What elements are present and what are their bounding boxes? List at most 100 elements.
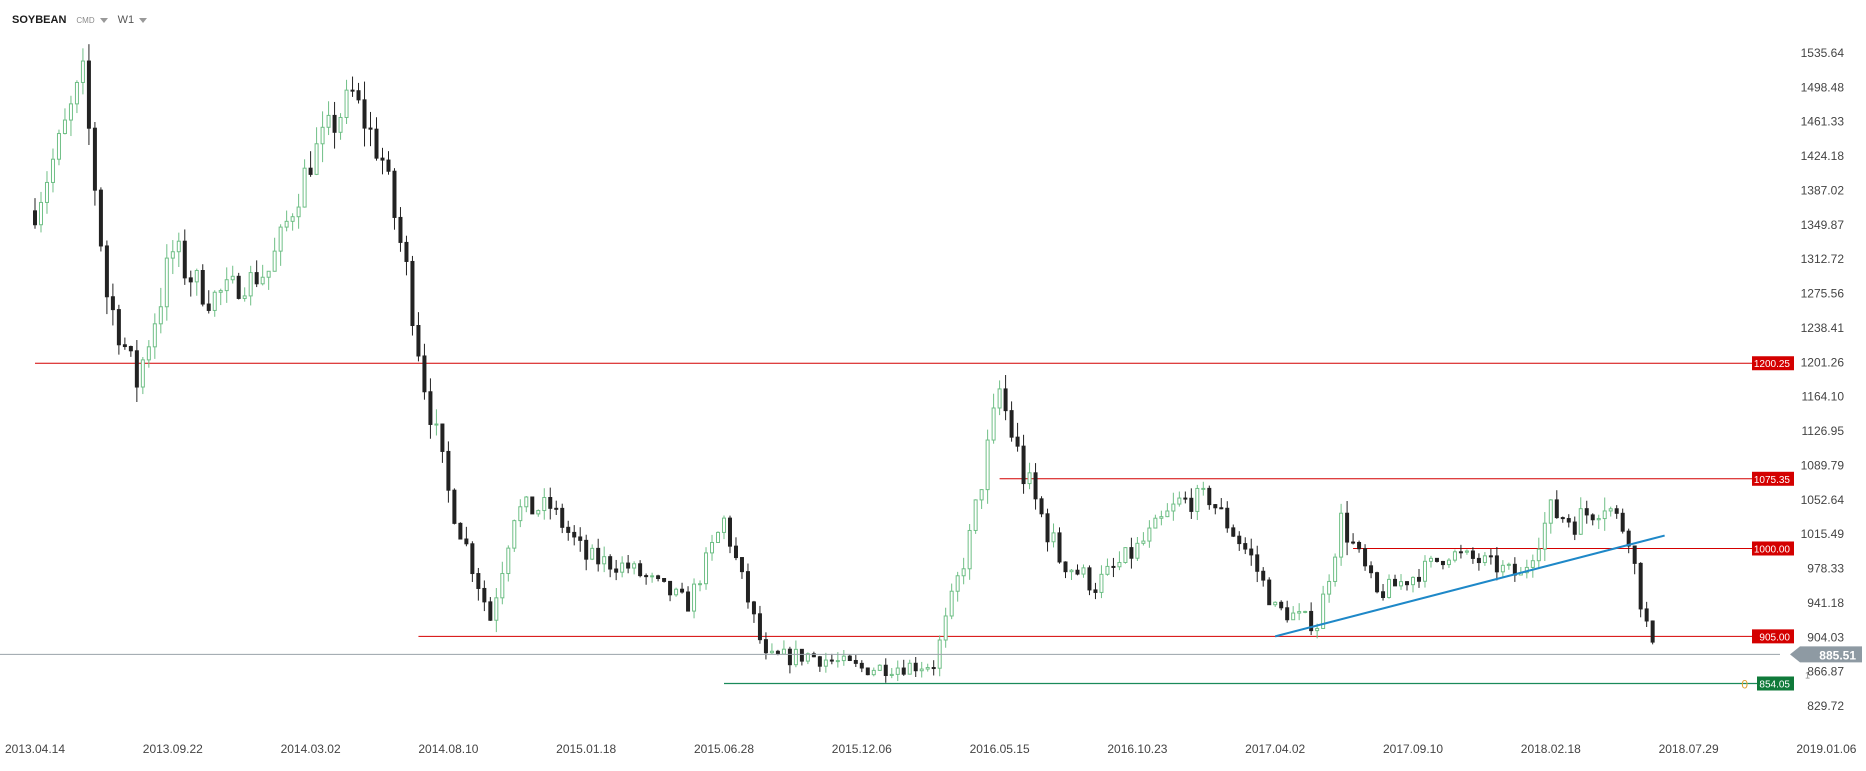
candle-bull (1608, 508, 1613, 512)
candle-bull (1099, 573, 1104, 593)
candle-bull (494, 597, 499, 621)
candle-bull (62, 119, 67, 135)
candle-bull (1105, 565, 1110, 575)
candle-bull (1339, 512, 1344, 558)
candle-bear (1279, 601, 1284, 609)
candle-bear (727, 517, 732, 547)
candle-bull (1536, 548, 1541, 562)
candle-bear (686, 591, 691, 612)
candle-bear (560, 507, 565, 528)
candle-bull (1315, 627, 1320, 632)
candle-bull (967, 529, 972, 570)
y-tick-label: 1015.49 (1801, 527, 1845, 541)
candle-bull (434, 423, 439, 426)
candle-bear (644, 575, 649, 578)
candle-bull (1273, 601, 1278, 606)
candle-bull (1291, 612, 1296, 621)
candle-bear (1285, 607, 1290, 621)
chart-toolbar: SOYBEAN CMD W1 (12, 10, 148, 30)
level-price-tag (1752, 629, 1794, 644)
candle-bull (146, 346, 151, 361)
candle-bear (745, 571, 750, 603)
candle-bear (1039, 498, 1044, 515)
candle-bear (572, 531, 577, 538)
candle-bear (134, 350, 139, 388)
candle-bull (985, 439, 990, 491)
candle-bear (1381, 591, 1386, 598)
candle-bull (500, 573, 505, 599)
candle-bear (1225, 507, 1230, 529)
candle-bull (74, 81, 79, 105)
candle-bear (1357, 541, 1362, 550)
candle-bear (410, 260, 415, 327)
candle-bear (1458, 551, 1463, 554)
candle-bear (110, 296, 115, 311)
candle-bull (871, 669, 876, 676)
candle-bear (92, 127, 97, 191)
candle-bear (254, 272, 259, 285)
candle-bear (1572, 521, 1577, 535)
timeframe-selector[interactable]: W1 (118, 14, 148, 26)
candle-bear (86, 60, 91, 129)
candle-bull (823, 659, 828, 667)
candle-bull (674, 588, 679, 596)
candle-bull (344, 89, 349, 118)
candle-bull (1530, 560, 1535, 568)
candle-bear (446, 450, 451, 491)
candle-bear (1434, 557, 1439, 562)
candle-bull (781, 648, 786, 655)
x-tick-label: 2014.08.10 (418, 742, 478, 756)
candle-bear (799, 648, 804, 662)
timeframe-label: W1 (117, 14, 135, 26)
candle-bull (1482, 555, 1487, 564)
exchange-selector[interactable]: CMD (76, 15, 108, 25)
candle-bear (98, 189, 103, 247)
candle-bear (182, 240, 187, 279)
candle-bull (979, 489, 984, 501)
candle-bull (1506, 563, 1511, 566)
candle-bull (212, 291, 217, 311)
candle-bear (596, 547, 601, 565)
candle-bull (158, 306, 163, 325)
candle-bull (1117, 561, 1122, 568)
candle-bear (464, 538, 469, 545)
candle-bear (1584, 508, 1589, 516)
candle-bear (1405, 581, 1410, 586)
y-tick-label: 941.18 (1807, 596, 1844, 610)
y-tick-label: 1089.79 (1801, 458, 1845, 472)
y-tick-label: 1312.72 (1801, 252, 1845, 266)
candle-bull (835, 660, 840, 663)
last-price-row: 1 (1805, 670, 1810, 680)
candle-bull (68, 103, 73, 121)
candle-bear (206, 303, 211, 311)
candle-bear (416, 325, 421, 357)
candle-bear (1021, 445, 1026, 485)
candle-bear (1560, 517, 1565, 520)
candle-bull (889, 673, 894, 676)
candle-bull (1123, 547, 1128, 563)
candle-bear (422, 355, 427, 393)
candle-bear (458, 522, 463, 540)
chevron-down-icon (99, 17, 108, 23)
y-tick-label: 1201.26 (1801, 355, 1845, 369)
y-tick-label: 1126.95 (1802, 424, 1845, 438)
candle-bull (290, 216, 295, 222)
last-price-tag (1790, 646, 1862, 663)
candle-bear (482, 587, 487, 603)
candle-bull (698, 583, 703, 586)
candle-bear (530, 496, 535, 515)
candle-bear (566, 526, 571, 533)
candle-bear (1309, 610, 1314, 632)
x-tick-label: 2018.07.29 (1659, 742, 1719, 756)
candle-bear (404, 241, 409, 262)
y-tick-label: 904.03 (1807, 630, 1844, 644)
exchange-label: CMD (76, 15, 95, 25)
level-price-tag-label: 1075.35 (1754, 475, 1791, 486)
candle-bull (650, 575, 655, 578)
symbol-label[interactable]: SOYBEAN (12, 14, 67, 26)
candle-bear (1129, 547, 1134, 559)
candle-bull (1399, 581, 1404, 587)
candle-bear (626, 562, 631, 569)
